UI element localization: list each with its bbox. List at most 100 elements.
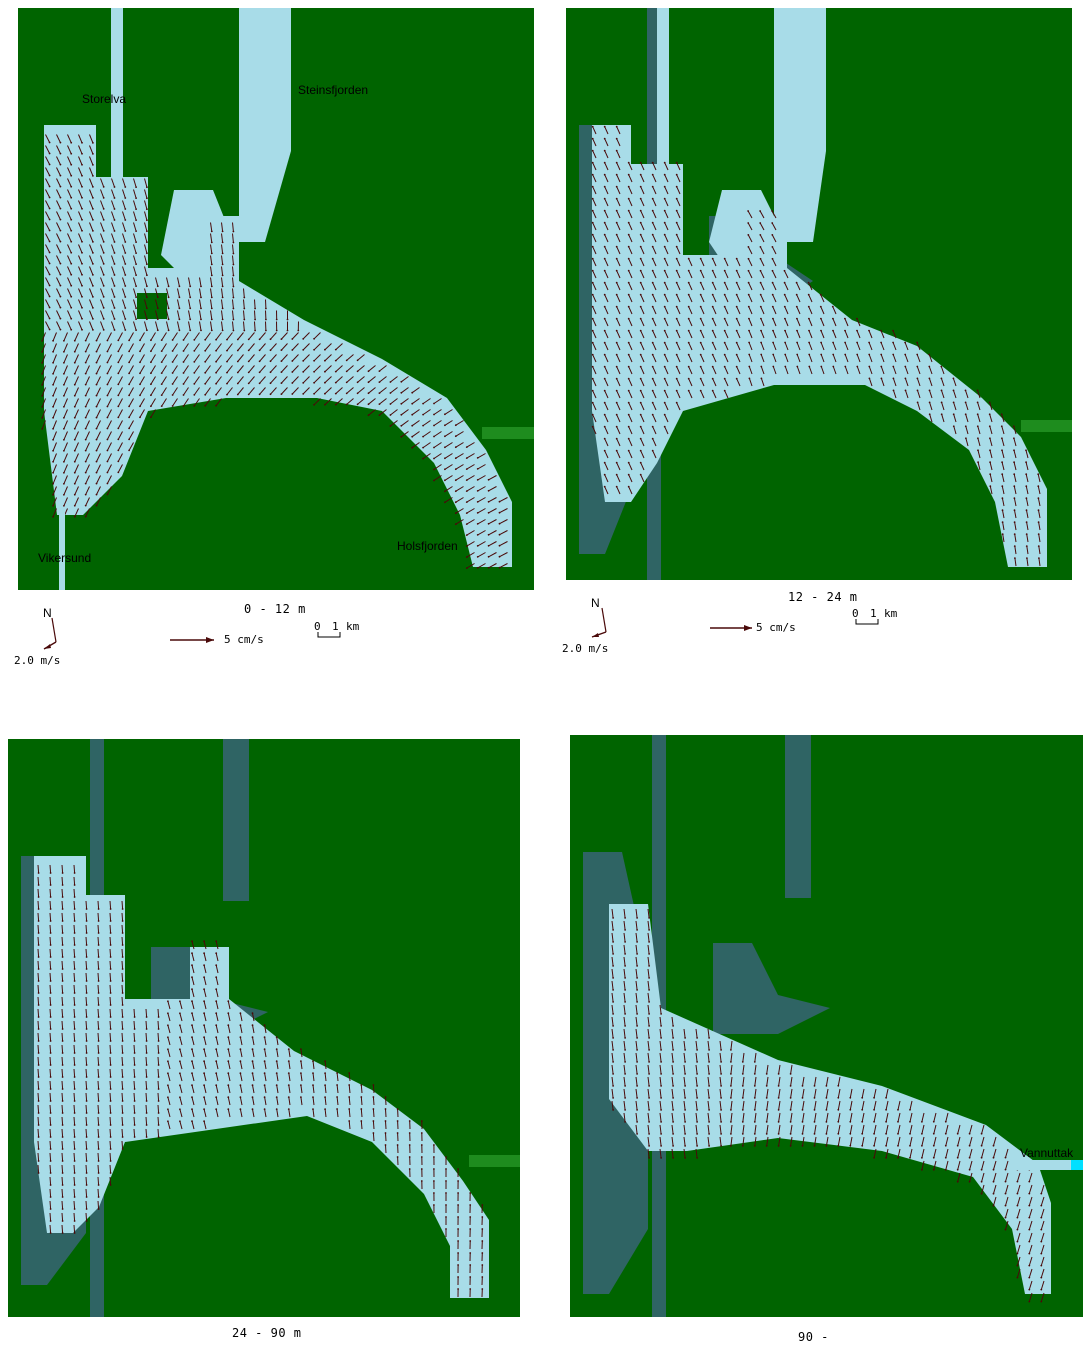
current-vector-head (771, 246, 774, 248)
current-vector (635, 980, 638, 990)
current-vector-head (139, 339, 141, 342)
current-vector (778, 1064, 781, 1074)
current-vector-head (444, 424, 446, 427)
current-vector (52, 343, 57, 352)
current-vector (719, 1064, 722, 1074)
current-vector (825, 1124, 829, 1134)
current-vector-head (124, 329, 127, 331)
current-vector (444, 486, 453, 492)
current-vector-head (753, 1109, 756, 1111)
current-vector (880, 378, 885, 387)
current-vector-head (699, 377, 702, 380)
current-vector (313, 365, 321, 373)
current-vector-head (469, 1288, 472, 1290)
current-vector (49, 1188, 52, 1198)
current-vector (100, 310, 105, 320)
current-vector (719, 1112, 722, 1122)
current-vector-head (684, 1073, 686, 1075)
current-vector (270, 387, 277, 395)
current-vector-head (723, 365, 726, 368)
current-vector (49, 996, 52, 1006)
current-vector-head (648, 1073, 650, 1075)
current-vector (264, 1025, 267, 1034)
current-vector-head (61, 920, 64, 922)
current-vector (1038, 558, 1041, 567)
current-vector (790, 1124, 793, 1134)
current-vector-head (348, 1096, 351, 1098)
current-vector-head (844, 329, 846, 332)
current-vector (52, 442, 57, 451)
current-vector (232, 299, 234, 309)
current-vector (52, 475, 57, 484)
current-vector-head (624, 1085, 626, 1087)
current-vector (97, 1152, 100, 1162)
current-vector (623, 944, 626, 954)
current-vector (85, 508, 90, 517)
current-vector-head (825, 1121, 828, 1123)
current-vector (302, 343, 310, 351)
current-vector-head (615, 317, 618, 320)
current-vector-head (269, 371, 272, 374)
current-vector-head (52, 405, 54, 408)
current-vector (155, 310, 159, 320)
current-vector (766, 1064, 769, 1074)
current-vector-head (193, 372, 196, 374)
current-vector (885, 1148, 889, 1158)
current-vector (659, 1112, 662, 1122)
current-vector (664, 210, 669, 219)
current-vector-head (221, 329, 224, 332)
current-vector (49, 900, 52, 910)
current-vector (760, 354, 765, 363)
current-vector (157, 1128, 160, 1138)
current-vector (49, 948, 52, 958)
current-vector-head (106, 383, 109, 386)
current-vector (433, 464, 442, 470)
current-vector (766, 1076, 769, 1086)
current-vector (1028, 1292, 1033, 1302)
current-vector-head (263, 1060, 266, 1062)
current-vector-head (1016, 1204, 1019, 1207)
current-vector-head (789, 1133, 792, 1135)
current-vector-head (660, 1073, 662, 1075)
current-vector (659, 1136, 662, 1146)
distance-scale-unit: km (884, 607, 898, 620)
current-vector (873, 1088, 877, 1098)
current-vector (89, 167, 94, 177)
current-vector-head (498, 511, 501, 514)
current-vector-head (48, 152, 51, 155)
current-vector (144, 222, 148, 232)
current-vector (78, 244, 83, 253)
current-vector-head (247, 338, 250, 341)
current-vector-head (711, 281, 714, 284)
current-vector-head (771, 222, 774, 224)
current-vector-head (603, 365, 606, 368)
current-vector (239, 1073, 243, 1082)
current-vector-head (189, 307, 192, 310)
current-vector (444, 475, 453, 481)
current-vector-head (615, 461, 618, 464)
current-vector-head (772, 317, 774, 320)
current-vector (45, 277, 51, 286)
current-vector-head (70, 240, 73, 243)
current-vector (122, 222, 126, 232)
current-vector (111, 233, 115, 243)
current-vector (61, 1116, 64, 1126)
current-vector-head (615, 293, 618, 296)
current-vector (78, 233, 83, 242)
current-vector (259, 376, 266, 384)
current-vector (592, 186, 597, 195)
current-vector (67, 189, 72, 198)
current-vector-head (651, 173, 654, 176)
current-vector-head (146, 186, 148, 189)
current-vector-head (227, 1048, 230, 1051)
current-vector (49, 972, 52, 982)
current-vector-head (465, 501, 468, 503)
current-vector-head (97, 1064, 100, 1066)
current-vector (736, 378, 741, 387)
current-vector (748, 330, 753, 339)
current-vector-head (696, 1085, 698, 1087)
current-vector (161, 398, 167, 407)
current-vector (652, 426, 657, 435)
current-vector (640, 450, 645, 459)
current-vector (52, 453, 57, 462)
